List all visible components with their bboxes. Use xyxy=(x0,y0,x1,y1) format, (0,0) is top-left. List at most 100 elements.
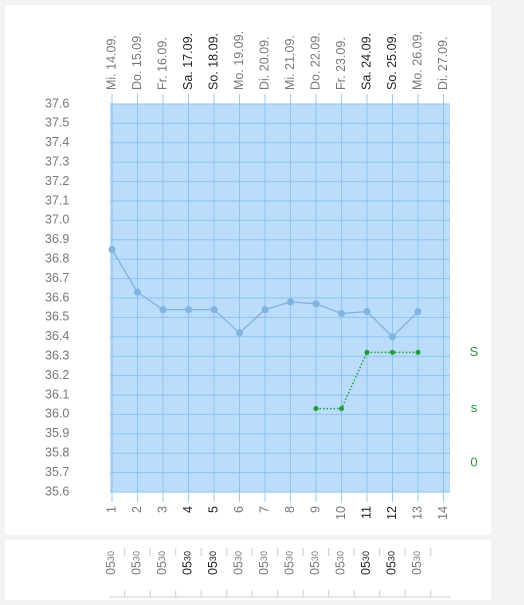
y-tick-label: 36.8 xyxy=(45,251,69,265)
date-label: Do. 15.09. xyxy=(130,32,144,90)
date-label: Di. 27.09. xyxy=(436,36,450,90)
y-tick-label: 37.6 xyxy=(45,96,69,110)
day-number: 10 xyxy=(334,506,348,520)
series-point xyxy=(364,349,370,355)
y-tick-label: 35.8 xyxy=(45,445,69,459)
day-number: 7 xyxy=(257,506,271,513)
day-number: 9 xyxy=(308,506,322,513)
series-point xyxy=(261,306,269,314)
date-label: Mo. 19.09. xyxy=(232,31,246,90)
y2-tick-label: 0 xyxy=(470,454,477,469)
y-tick-label: 37.1 xyxy=(45,193,69,207)
day-number: 1 xyxy=(104,506,118,513)
time-label: 0530 xyxy=(283,551,297,575)
time-hour: 05 xyxy=(155,561,169,575)
y-tick-label: 35.7 xyxy=(45,465,69,479)
date-label: Mo. 26.09. xyxy=(410,31,424,90)
time-label: 0530 xyxy=(334,551,348,575)
day-number: 3 xyxy=(155,506,169,513)
time-hour: 05 xyxy=(206,561,220,575)
series-point xyxy=(108,246,116,253)
series-point xyxy=(363,308,371,316)
time-hour: 05 xyxy=(359,561,373,575)
date-label: So. 25.09. xyxy=(385,33,399,90)
y2-tick-label: S xyxy=(470,344,479,359)
series-point xyxy=(390,349,395,355)
series-point xyxy=(414,308,422,316)
y-tick-label: 37.3 xyxy=(45,154,69,168)
time-minute: 30 xyxy=(234,551,244,561)
day-number: 12 xyxy=(385,506,399,520)
time-minute: 30 xyxy=(361,551,371,561)
time-card xyxy=(5,540,491,600)
series-point xyxy=(339,406,344,412)
time-label: 0530 xyxy=(359,551,373,575)
y-tick-label: 36.7 xyxy=(45,271,69,285)
day-number: 13 xyxy=(410,506,424,520)
time-minute: 30 xyxy=(157,551,167,561)
time-hour: 05 xyxy=(130,561,144,575)
y-tick-label: 36.1 xyxy=(45,387,69,401)
series-point xyxy=(313,406,319,412)
date-label: Do. 22.09. xyxy=(308,32,322,90)
time-hour: 05 xyxy=(334,561,348,575)
series-point xyxy=(134,288,141,296)
date-label: Mi. 21.09. xyxy=(283,35,297,90)
time-label: 0530 xyxy=(232,551,246,575)
time-minute: 30 xyxy=(106,551,116,561)
y-tick-label: 36.0 xyxy=(45,407,69,421)
time-hour: 05 xyxy=(385,561,399,575)
day-number: 2 xyxy=(130,506,144,513)
time-hour: 05 xyxy=(283,561,297,575)
time-label: 0530 xyxy=(104,551,118,575)
time-minute: 30 xyxy=(387,551,397,561)
date-label: Fr. 16.09. xyxy=(155,37,169,90)
time-minute: 30 xyxy=(310,551,320,561)
time-hour: 05 xyxy=(232,561,246,575)
day-number: 14 xyxy=(436,506,450,520)
y-tick-label: 37.0 xyxy=(45,213,69,227)
series-point xyxy=(185,306,192,314)
time-hour: 05 xyxy=(257,561,271,575)
date-label: Sa. 24.09. xyxy=(359,33,373,90)
time-label: 0530 xyxy=(181,551,195,575)
y2-tick-label: s xyxy=(471,400,478,415)
time-label: 0530 xyxy=(155,551,169,575)
day-number: 8 xyxy=(283,506,297,513)
time-hour: 05 xyxy=(308,561,322,575)
series-point xyxy=(312,300,320,308)
time-label: 0530 xyxy=(130,551,144,575)
series-point xyxy=(159,306,167,314)
series-point xyxy=(287,298,294,306)
time-hour: 05 xyxy=(410,561,424,575)
time-minute: 30 xyxy=(183,551,193,561)
time-minute: 30 xyxy=(132,551,142,561)
y-tick-label: 36.2 xyxy=(45,368,69,382)
y-tick-label: 36.4 xyxy=(45,329,69,343)
y-tick-label: 36.6 xyxy=(45,290,69,304)
y-tick-label: 35.9 xyxy=(45,426,69,440)
y-tick-label: 37.5 xyxy=(45,116,69,130)
series-point xyxy=(210,306,218,314)
time-label: 0530 xyxy=(385,551,399,575)
time-label: 0530 xyxy=(206,551,220,575)
date-label: Sa. 17.09. xyxy=(181,33,195,90)
time-minute: 30 xyxy=(336,551,346,561)
time-minute: 30 xyxy=(208,551,218,561)
y-tick-label: 37.4 xyxy=(45,135,69,149)
y-tick-label: 35.6 xyxy=(45,484,69,498)
day-number: 4 xyxy=(181,506,195,513)
date-label: So. 18.09. xyxy=(206,33,220,90)
time-minute: 30 xyxy=(259,551,269,561)
series-point xyxy=(415,349,421,355)
y-tick-label: 36.5 xyxy=(45,310,69,324)
time-hour: 05 xyxy=(181,561,195,575)
y-tick-label: 36.9 xyxy=(45,232,69,246)
date-label: Di. 20.09. xyxy=(257,36,271,90)
series-point xyxy=(236,329,243,337)
date-label: Mi. 14.09. xyxy=(104,35,118,90)
series-point xyxy=(389,333,396,341)
time-hour: 05 xyxy=(104,561,118,575)
